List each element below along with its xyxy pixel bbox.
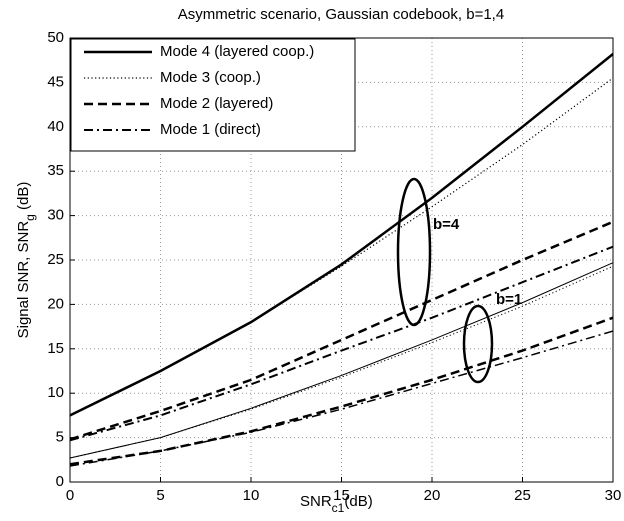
x-tick-label: 0 bbox=[66, 487, 74, 504]
series-line bbox=[69, 77, 614, 416]
x-tick-label: 20 bbox=[424, 487, 441, 504]
x-tick-label: 30 bbox=[605, 487, 622, 504]
annotation: b=4 bbox=[433, 216, 460, 233]
series-line bbox=[69, 316, 614, 466]
plot-frame bbox=[69, 37, 614, 483]
series-line bbox=[69, 265, 614, 459]
x-tick-label: 10 bbox=[243, 487, 260, 504]
legend: Mode 4 (layered coop.) Mode 3 (coop.) Mode… bbox=[70, 38, 356, 152]
group-ellipse bbox=[396, 177, 432, 327]
y-tick-label: 20 bbox=[47, 295, 64, 312]
y-tick-label: 35 bbox=[47, 162, 64, 179]
y-tick-label: 10 bbox=[47, 384, 64, 401]
series-line bbox=[69, 245, 614, 442]
legend-label: Mode 1 (direct) bbox=[160, 121, 261, 138]
label-subscript: g bbox=[23, 214, 37, 221]
y-tick-label: 50 bbox=[47, 29, 64, 46]
x-axis-label: SNRc1(dB) bbox=[300, 493, 373, 515]
label-text: Signal SNR, SNR bbox=[15, 221, 32, 339]
annotation: b=1 bbox=[496, 291, 522, 308]
label-text: (dB) bbox=[344, 493, 372, 510]
y-tick-label: 5 bbox=[56, 429, 64, 446]
legend-label: Mode 4 (layered coop.) bbox=[160, 43, 314, 60]
legend-label: Mode 3 (coop.) bbox=[160, 69, 261, 86]
label-text: (dB) bbox=[15, 182, 32, 215]
y-tick-label: 40 bbox=[47, 118, 64, 135]
y-tick-label: 25 bbox=[47, 251, 64, 268]
y-tick-label: 15 bbox=[47, 340, 64, 357]
x-tick-label: 5 bbox=[156, 487, 164, 504]
group-ellipse bbox=[462, 304, 494, 384]
y-tick-label: 0 bbox=[56, 473, 64, 490]
lines bbox=[69, 53, 614, 467]
y-tick-label: 30 bbox=[47, 207, 64, 224]
y-axis-label: Signal SNR, SNRg (dB) bbox=[15, 182, 37, 339]
label-text: SNR bbox=[300, 493, 332, 510]
chart-title: Asymmetric scenario, Gaussian codebook, … bbox=[178, 6, 504, 23]
x-tick-label: 15 bbox=[333, 487, 350, 504]
label-subscript: c1 bbox=[332, 501, 345, 515]
legend-label: Mode 2 (layered) bbox=[160, 95, 273, 112]
y-tick-label: 45 bbox=[47, 73, 64, 90]
x-tick-label: 25 bbox=[514, 487, 531, 504]
legend-box bbox=[70, 38, 356, 152]
